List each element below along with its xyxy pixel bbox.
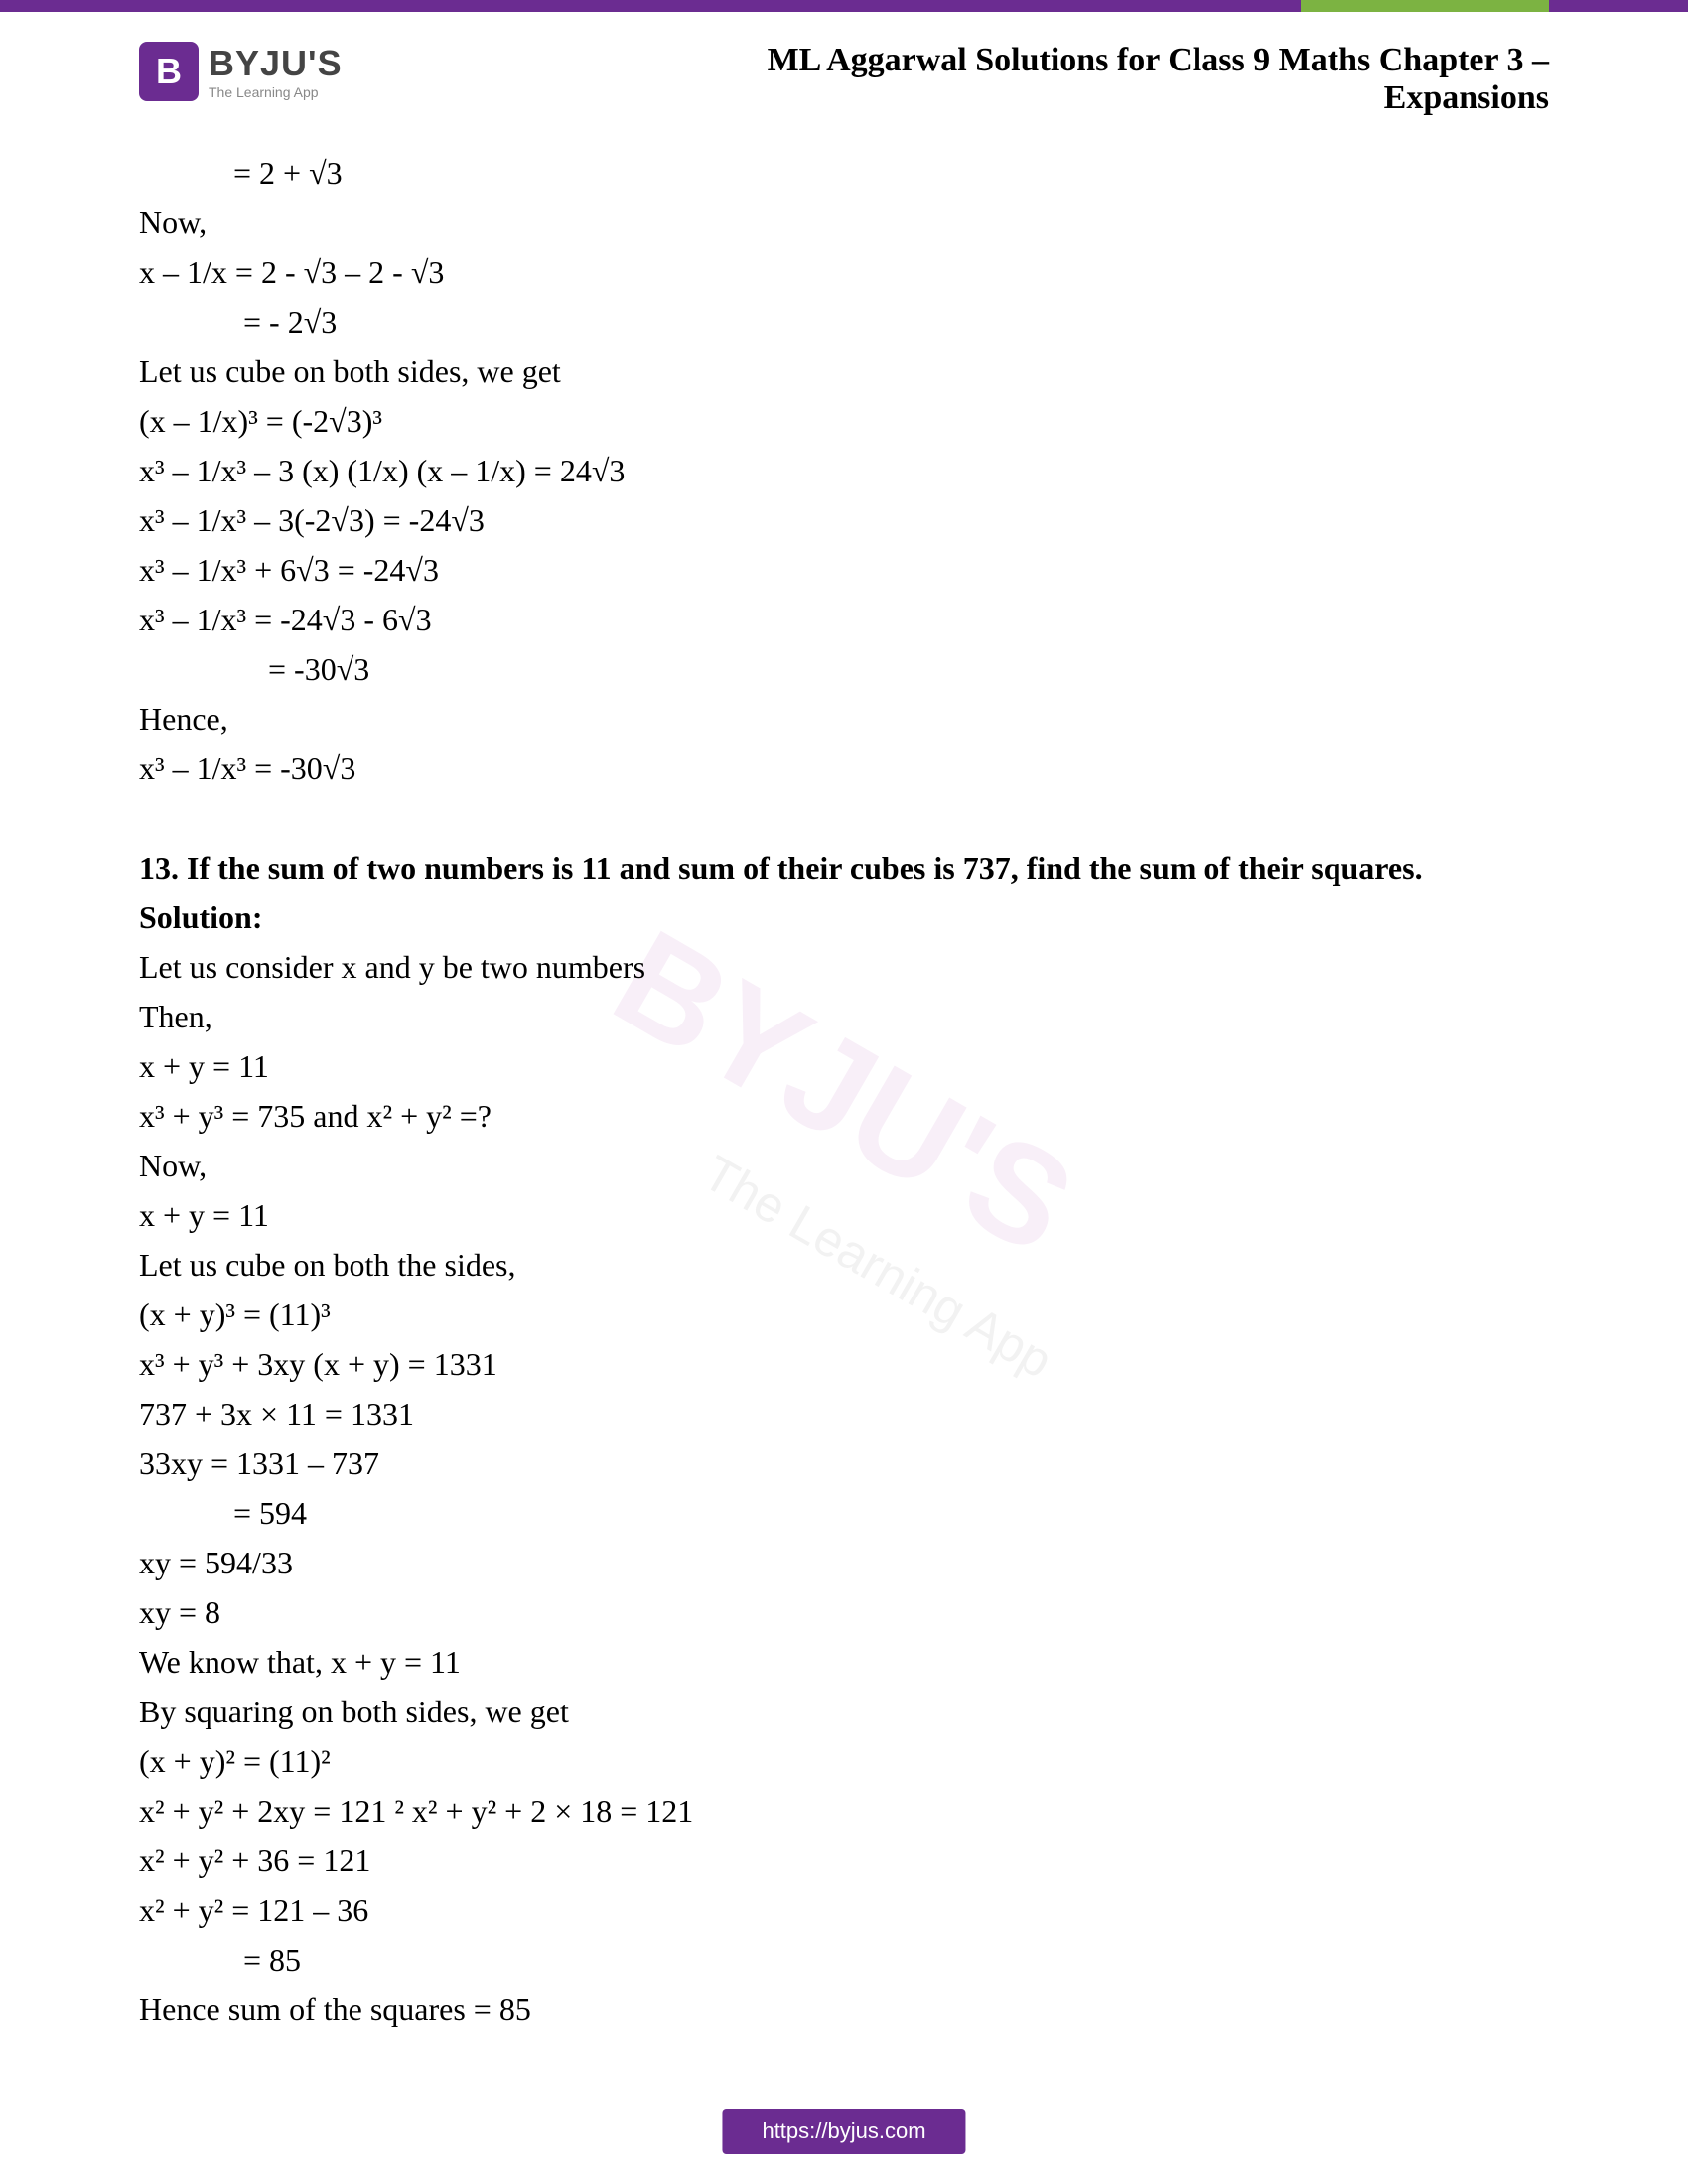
solution-line: Then,: [139, 993, 1549, 1040]
solution-line: 737 + 3x × 11 = 1331: [139, 1390, 1549, 1437]
solution-label: Solution:: [139, 893, 1549, 941]
solution-line: x + y = 11: [139, 1042, 1549, 1090]
solution-line: Now,: [139, 1142, 1549, 1189]
top-bar-accent: [1301, 0, 1549, 12]
solution-line: x³ – 1/x³ = -24√3 - 6√3: [139, 596, 1549, 643]
solution-line: = 594: [139, 1489, 1549, 1537]
solution-line: (x + y)² = (11)²: [139, 1737, 1549, 1785]
solution-line: x² + y² = 121 – 36: [139, 1886, 1549, 1934]
solution-line: Now,: [139, 199, 1549, 246]
solution-line: xy = 8: [139, 1588, 1549, 1636]
title-line-2: Expansions: [1384, 79, 1549, 116]
footer-url[interactable]: https://byjus.com: [722, 2109, 965, 2154]
top-bar: [0, 0, 1688, 12]
solution-line: x – 1/x = 2 - √3 – 2 - √3: [139, 248, 1549, 296]
solution-line: Let us cube on both the sides,: [139, 1241, 1549, 1289]
solution-line: We know that, x + y = 11: [139, 1638, 1549, 1686]
logo-text: BYJU'S The Learning App: [209, 43, 343, 100]
solution-line: = 2 + √3: [139, 149, 1549, 197]
logo-tagline: The Learning App: [209, 84, 343, 100]
solution-line: x³ – 1/x³ – 3 (x) (1/x) (x – 1/x) = 24√3: [139, 447, 1549, 494]
logo-icon: B: [139, 42, 199, 101]
solution-line: = - 2√3: [139, 298, 1549, 345]
header: B BYJU'S The Learning App ML Aggarwal So…: [0, 12, 1688, 137]
solution-line: x + y = 11: [139, 1191, 1549, 1239]
solution-line: x³ – 1/x³ + 6√3 = -24√3: [139, 546, 1549, 594]
question-title: 13. If the sum of two numbers is 11 and …: [139, 844, 1549, 891]
solution-line: = -30√3: [139, 645, 1549, 693]
solution-line: (x – 1/x)³ = (-2√3)³: [139, 397, 1549, 445]
solution-line: x² + y² + 36 = 121: [139, 1837, 1549, 1884]
logo: B BYJU'S The Learning App: [139, 42, 343, 101]
page-title: ML Aggarwal Solutions for Class 9 Maths …: [768, 42, 1549, 117]
solution-line: Hence,: [139, 695, 1549, 743]
solution-line: (x + y)³ = (11)³: [139, 1291, 1549, 1338]
solution-line: xy = 594/33: [139, 1539, 1549, 1586]
solution-line: x³ – 1/x³ – 3(-2√3) = -24√3: [139, 496, 1549, 544]
solution-line: Let us consider x and y be two numbers: [139, 943, 1549, 991]
solution-line: Hence sum of the squares = 85: [139, 1985, 1549, 2033]
solution-line: 33xy = 1331 – 737: [139, 1439, 1549, 1487]
content: = 2 + √3 Now, x – 1/x = 2 - √3 – 2 - √3 …: [0, 137, 1688, 2075]
solution-line: Let us cube on both sides, we get: [139, 347, 1549, 395]
solution-line: By squaring on both sides, we get: [139, 1688, 1549, 1735]
solution-line: = 85: [139, 1936, 1549, 1983]
solution-line: x³ + y³ = 735 and x² + y² =?: [139, 1092, 1549, 1140]
solution-line: x³ – 1/x³ = -30√3: [139, 745, 1549, 792]
solution-line: x³ + y³ + 3xy (x + y) = 1331: [139, 1340, 1549, 1388]
title-line-1: ML Aggarwal Solutions for Class 9 Maths …: [768, 42, 1549, 78]
solution-line: x² + y² + 2xy = 121 ² x² + y² + 2 × 18 =…: [139, 1787, 1549, 1835]
logo-name: BYJU'S: [209, 43, 343, 84]
